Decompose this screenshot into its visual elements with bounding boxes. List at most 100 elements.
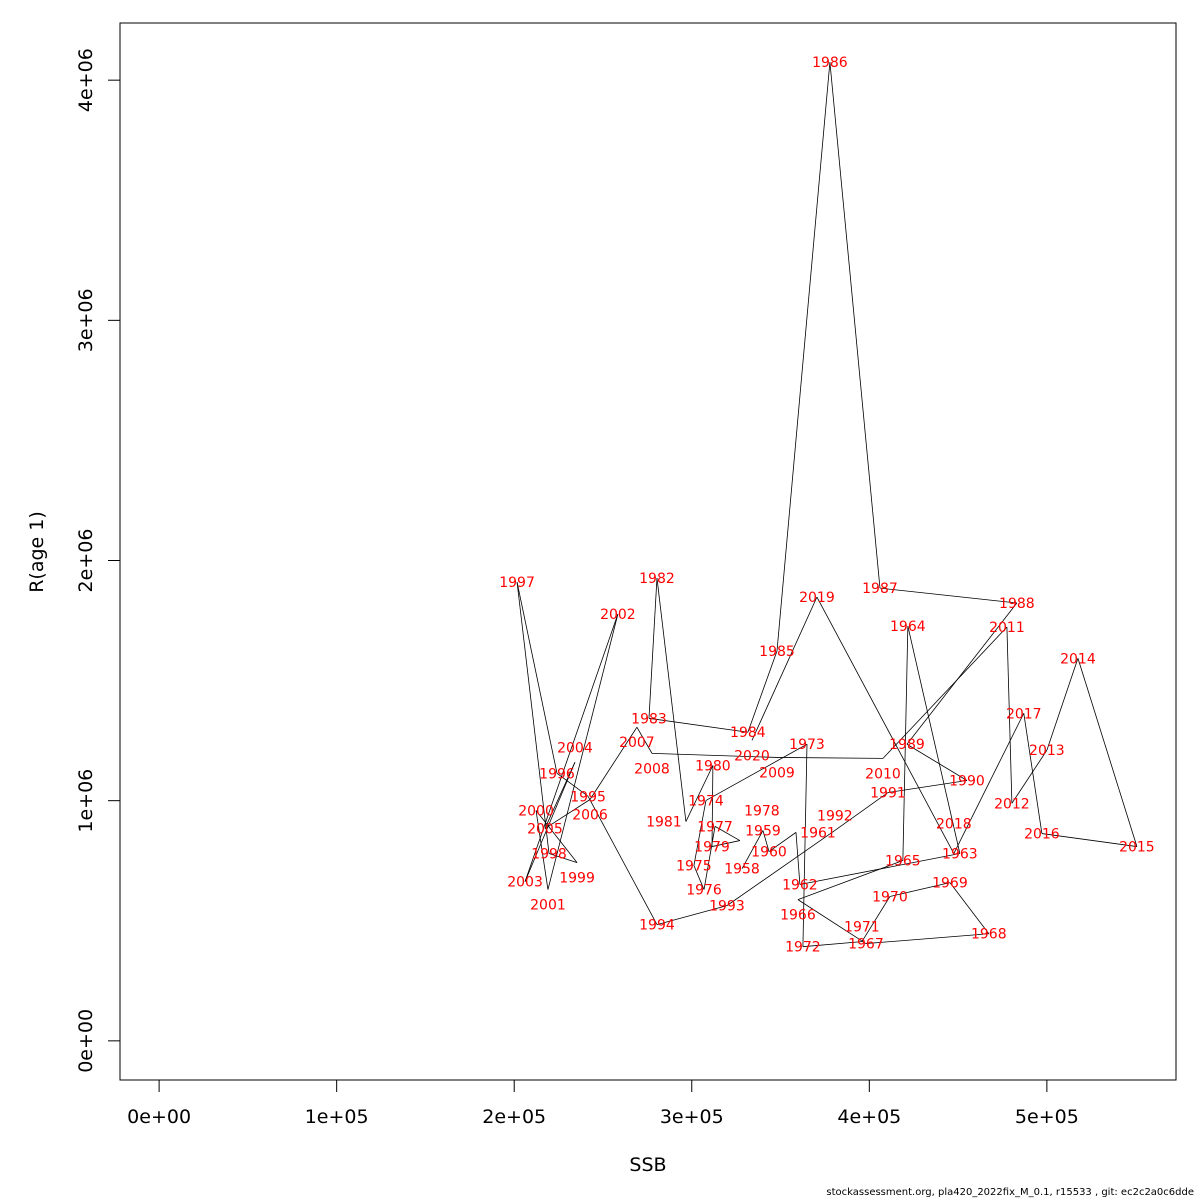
y-tick-label: 4e+06 (75, 48, 97, 112)
segment-1984-1985 (747, 650, 778, 733)
year-label-2006: 2006 (572, 807, 608, 823)
segment-1958-1959 (741, 830, 764, 869)
segment-1963-1964 (907, 625, 961, 854)
segment-1977-1978 (714, 826, 741, 841)
segment-2004-2005 (544, 762, 576, 829)
y-tick-label: 0e+00 (75, 1009, 97, 1073)
segment-2001-2002 (547, 613, 619, 890)
x-tick-label: 5e+05 (1015, 1106, 1079, 1128)
year-label-1960: 1960 (751, 845, 787, 861)
year-label-1964: 1964 (890, 619, 926, 635)
year-label-1978: 1978 (744, 804, 780, 820)
year-label-2004: 2004 (557, 740, 593, 756)
series-path-group (516, 62, 1138, 948)
year-label-1959: 1959 (745, 823, 781, 839)
segment-1973-1974 (705, 743, 808, 801)
year-label-1983: 1983 (631, 711, 667, 727)
segment-1985-1986 (776, 62, 831, 652)
segment-2018-2019 (816, 596, 955, 854)
footer-note: stockassessment.org, pla420_2022fix_M_0.… (826, 1187, 1194, 1198)
year-label-1972: 1972 (785, 940, 821, 956)
year-label-1961: 1961 (800, 825, 836, 841)
year-label-1993: 1993 (709, 899, 745, 915)
segment-1972-1973 (802, 744, 808, 947)
segment-1968-1969 (949, 882, 990, 934)
y-tick-label: 3e+06 (75, 288, 97, 352)
segment-1971-1972 (802, 941, 862, 948)
year-label-2002: 2002 (600, 607, 636, 623)
year-label-1971: 1971 (844, 920, 880, 936)
segment-1978-1979 (711, 840, 740, 847)
segment-1989-1990 (906, 743, 968, 781)
segment-1969-1970 (889, 882, 951, 897)
segment-1961-1962 (795, 832, 801, 885)
year-label-2009: 2009 (759, 765, 795, 781)
segment-1959-1960 (762, 830, 770, 852)
year-label-1975: 1975 (676, 859, 712, 875)
year-label-2017: 2017 (1006, 706, 1042, 722)
y-axis: 0e+00 1e+06 2e+06 3e+06 4e+06 (75, 48, 121, 1073)
year-label-2020: 2020 (734, 748, 770, 764)
segment-2014-2015 (1077, 658, 1138, 847)
y-axis-title: R(age 1) (26, 511, 48, 593)
year-label-1963: 1963 (942, 847, 978, 863)
year-label-1992: 1992 (817, 808, 853, 824)
y-tick-label: 1e+06 (75, 769, 97, 833)
x-tick-label: 4e+05 (837, 1106, 901, 1128)
segment-2010-2011 (882, 626, 1008, 759)
year-label-2016: 2016 (1024, 827, 1060, 843)
year-label-1967: 1967 (848, 937, 884, 953)
segment-1996-1997 (516, 582, 558, 774)
segment-2012-2013 (1011, 750, 1048, 804)
segment-1999-2000 (535, 810, 578, 863)
year-label-1976: 1976 (686, 883, 722, 899)
year-label-1974: 1974 (688, 793, 724, 809)
year-label-1981: 1981 (646, 815, 682, 831)
segment-1982-1983 (648, 578, 658, 719)
segment-1967-1968 (865, 933, 989, 944)
year-label-1982: 1982 (639, 571, 675, 587)
segment-2009-2010 (776, 757, 883, 759)
segment-1974-1975 (693, 800, 707, 866)
segment-2003-2004 (524, 762, 576, 882)
segment-2000-2001 (535, 810, 549, 890)
segment-2013-2014 (1046, 658, 1079, 751)
year-label-1970: 1970 (872, 890, 908, 906)
year-label-2014: 2014 (1060, 651, 1096, 667)
segment-1994-1995 (587, 796, 658, 925)
segment-1981-1982 (656, 577, 687, 822)
year-label-1987: 1987 (862, 581, 898, 597)
segment-1983-1984 (648, 717, 748, 733)
year-label-1991: 1991 (870, 786, 906, 802)
segment-1979-1980 (711, 765, 714, 847)
year-label-2001: 2001 (530, 898, 566, 914)
segment-2016-2017 (1023, 713, 1043, 834)
segment-1986-1987 (829, 62, 881, 589)
x-tick-label: 0e+00 (127, 1106, 191, 1128)
year-label-1986: 1986 (812, 55, 848, 71)
year-label-1979: 1979 (694, 840, 730, 856)
year-labels: 1958 1959 1960 1961 1962 1963 1964 1965 1966 1967… (499, 55, 1154, 956)
segment-2005-2006 (544, 799, 591, 829)
segment-1964-1965 (902, 626, 909, 861)
year-label-2007: 2007 (619, 735, 655, 751)
segment-2006-2007 (589, 726, 638, 800)
segment-1998-1999 (548, 853, 578, 864)
year-label-1966: 1966 (780, 908, 816, 924)
segment-2008-2009 (651, 752, 778, 758)
year-label-1965: 1965 (885, 853, 921, 869)
segment-1991-1992 (834, 792, 889, 831)
segment-2019-2020 (751, 596, 818, 741)
segment-1995-1996 (556, 772, 589, 797)
segment-2017-2018 (953, 713, 1025, 854)
year-label-1958: 1958 (724, 862, 760, 878)
year-label-2003: 2003 (507, 875, 543, 891)
segment-1987-1988 (879, 587, 1017, 604)
x-tick-label: 2e+05 (482, 1106, 546, 1128)
year-label-2005: 2005 (527, 822, 563, 838)
x-tick-label: 1e+05 (305, 1106, 369, 1128)
year-label-1988: 1988 (999, 596, 1035, 612)
segment-1975-1976 (693, 865, 705, 890)
segment-1990-1991 (887, 780, 968, 793)
year-label-2010: 2010 (865, 766, 901, 782)
